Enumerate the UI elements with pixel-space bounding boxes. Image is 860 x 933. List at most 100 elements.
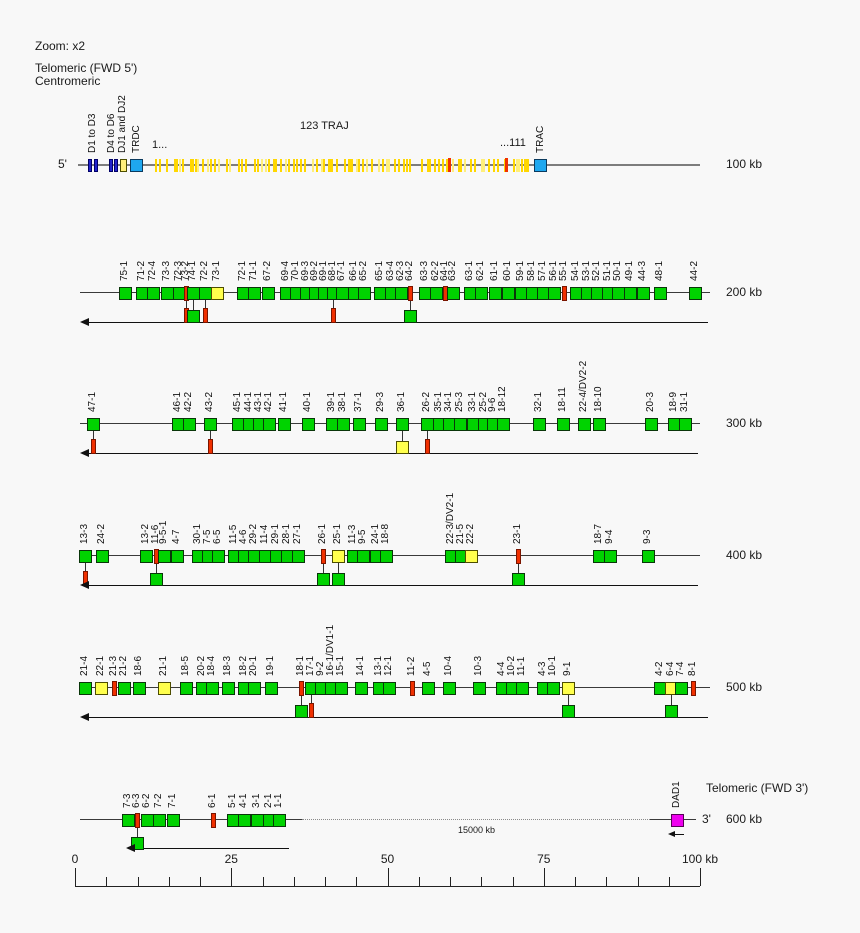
ruler-baseline [75,886,700,887]
pseudogene-tick [210,812,216,828]
gene-name-label: 12-1 [383,655,394,676]
v-gene-box [556,417,570,431]
ruler-minor-tick [481,877,483,886]
pendant-stem [671,694,672,706]
v-gene-box [382,681,396,695]
gene-name-label: 3-1 [251,793,262,808]
traj-cluster-label: 123 TRAJ [300,120,349,132]
reverse-strand-arrow [87,717,708,718]
v-gene-box [264,681,278,695]
gene-name-label: 72-4 [147,260,158,281]
gene-name-label: 10-3 [473,655,484,676]
gene-name-label: 19-1 [265,655,276,676]
d-gene-box [88,158,92,172]
c-gene-box [129,158,143,172]
gene-name-label: 42-1 [263,391,274,412]
gene-name-label: 64-2 [404,260,415,281]
traj-gene-tick [429,159,432,172]
pendant-gene-box [294,705,308,718]
gene-name-label: 36-1 [396,391,407,412]
traj-gene-tick [512,159,515,172]
v-gene-box [488,286,502,300]
v-gene-box [157,681,171,695]
traj-gene-tick [488,159,491,172]
traj-gene-tick [523,159,528,172]
pendant-pseudogene-tick [90,439,96,454]
gene-name-label: 63-3 [419,260,430,281]
v-gene-box [78,549,92,563]
gene-name-label: 4-1 [238,793,249,808]
v-gene-box [641,549,655,563]
traj-gene-tick [397,159,400,172]
v-gene-box [446,286,460,300]
pseudogene-tick [409,680,415,696]
gene-name-label: 22-2 [465,523,476,544]
gene-name-label: 52-1 [591,260,602,281]
traj-gene-tick [189,159,194,172]
pendant-stem [518,562,519,574]
gene-name-label: 73-3 [161,260,172,281]
pendant-gene-box [561,705,575,718]
traj-gene-tick [358,159,361,172]
traj-gene-tick [421,159,424,172]
traj-gene-tick [158,159,161,172]
gene-name-label: 11-2 [406,656,417,676]
dj-gene-box [119,158,127,172]
row-scale-label: 300 kb [726,416,763,430]
v-gene-box [78,681,92,695]
three-prime-label: 3' [702,812,711,826]
gene-name-label: 18-11 [557,387,568,412]
gene-name-label: 60-1 [502,260,513,281]
gene-name-label: DAD1 [671,781,682,808]
gene-name-label: 39-1 [326,391,337,412]
gene-name-label: 48-1 [654,260,665,281]
traj-gene-tick [520,159,523,172]
traj-orange-tick [505,158,508,172]
v-gene-box [146,286,160,300]
gene-name-label: 4-2 [654,661,665,676]
v-gene-box [429,286,443,300]
pendant-stem [311,694,312,704]
v-gene-box [577,417,591,431]
traj-gene-tick [166,159,169,172]
v-gene-box [501,286,515,300]
pseudogene-tick [515,548,521,564]
pendant-stem [93,430,94,440]
ruler-minor-tick [325,877,326,886]
gene-name-label: 18-10 [593,386,604,412]
v-gene-box [247,681,261,695]
pseudogene-tick [407,285,413,301]
v-gene-box [354,681,368,695]
gene-name-label: 75-1 [119,260,130,281]
gene-name-label: 18-6 [133,655,144,676]
traj-gene-tick [385,159,390,172]
pendant-stem [402,430,403,442]
traj-gene-tick [244,159,247,172]
gene-name-label: 13-3 [79,523,90,544]
gene-name-label: D4 to D6 [106,113,117,153]
gene-name-label: 23-1 [512,523,523,544]
ruler-minor-tick [168,877,170,886]
v-gene-box [95,549,109,563]
d-gene-box [94,158,98,172]
ruler-tick-label: 25 [224,852,238,866]
traj-gene-tick [371,159,374,172]
ruler-minor-tick [262,877,264,886]
traj-gene-tick [366,159,369,172]
reverse-strand-arrow [87,322,708,323]
reverse-strand-arrow [87,585,698,586]
pendant-stem [85,562,86,572]
ruler-tick-label: 75 [537,852,551,866]
ruler-minor-tick [606,877,608,886]
traj-gene-tick [296,159,299,172]
v-gene-box [210,286,224,300]
gene-name-label: 42-2 [183,391,194,412]
gene-name-label: 33-1 [467,391,478,412]
pendant-stem [427,430,428,440]
pendant-stem [323,562,324,574]
traj-gene-tick [280,159,283,172]
traj-gene-tick [303,159,306,172]
gene-name-label: 9-1 [562,661,573,676]
pseudogene-tick [134,812,140,828]
